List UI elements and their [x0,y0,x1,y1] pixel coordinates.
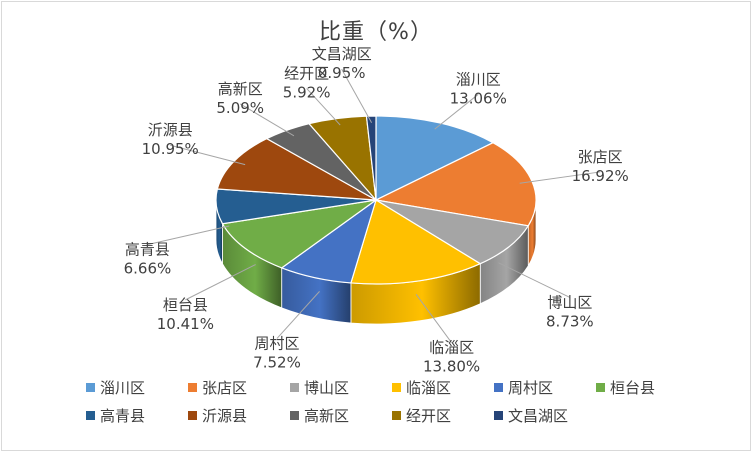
pie-tops [215,115,537,285]
legend-label: 文昌湖区 [508,407,568,425]
legend-label: 周村区 [508,379,553,397]
legend-swatch [392,383,401,392]
pie-slice-文昌湖区 [365,115,377,201]
data-label-category: 桓台县 [163,296,208,314]
data-label-category: 张店区 [578,148,623,166]
leader-line [434,93,479,130]
legend-label: 博山区 [304,379,349,397]
legend-swatch [188,383,197,392]
data-label-value: 5.09% [216,99,264,117]
legend-label: 桓台县 [610,379,655,397]
data-label-category: 周村区 [254,334,299,352]
data-label-value: 8.73% [546,312,594,330]
legend-label: 临淄区 [406,379,451,397]
legend-label: 高新区 [304,407,349,425]
data-label-value: 6.66% [124,260,172,278]
data-label-value: 10.41% [157,315,214,333]
legend-swatch [86,383,95,392]
leader-line [341,68,373,123]
leader-line [147,225,230,246]
data-label-value: 13.80% [423,358,480,376]
leader-line [239,103,295,137]
data-label-category: 高新区 [218,80,263,98]
pie-slice-临淄区 [350,199,482,285]
data-label-category: 文昌湖区 [312,45,372,63]
data-label-category: 经开区 [284,64,329,82]
legend-swatch [290,411,299,420]
legend-swatch [188,411,197,420]
leader-line [498,262,571,298]
data-label-value: 0.95% [318,64,366,82]
data-label-category: 沂源县 [148,121,193,139]
data-label-value: 7.52% [253,353,301,371]
data-label-category: 博山区 [547,293,592,311]
leader-line [185,264,256,301]
data-label-value: 10.95% [142,140,199,158]
leader-line [519,171,601,184]
leader-line [306,88,341,126]
legend-swatch [392,411,401,420]
legend-swatch [596,383,605,392]
leader-line [170,144,246,166]
legend-label: 淄川区 [100,379,145,397]
leader-line [415,294,452,343]
legend-swatch [290,383,299,392]
chart-title: 比重（%） [319,20,433,45]
legend-swatch [494,383,503,392]
legend-label: 经开区 [406,407,451,425]
data-label-value: 16.92% [572,167,629,185]
legend-label: 张店区 [202,379,247,397]
legend-swatch [86,411,95,420]
data-label-category: 高青县 [125,241,170,259]
pie-slice-桓台县 [221,199,377,269]
pie-slice-淄川区 [375,115,495,201]
data-label-category: 淄川区 [456,70,501,88]
data-label-value: 13.06% [450,89,507,107]
leader-line [276,291,320,339]
pie-slice-博山区 [375,199,530,265]
data-label-category: 临淄区 [429,339,474,357]
legend-swatch [494,411,503,420]
legend-label: 沂源县 [202,407,247,425]
legend-label: 高青县 [100,407,145,425]
data-label-value: 5.92% [283,83,331,101]
